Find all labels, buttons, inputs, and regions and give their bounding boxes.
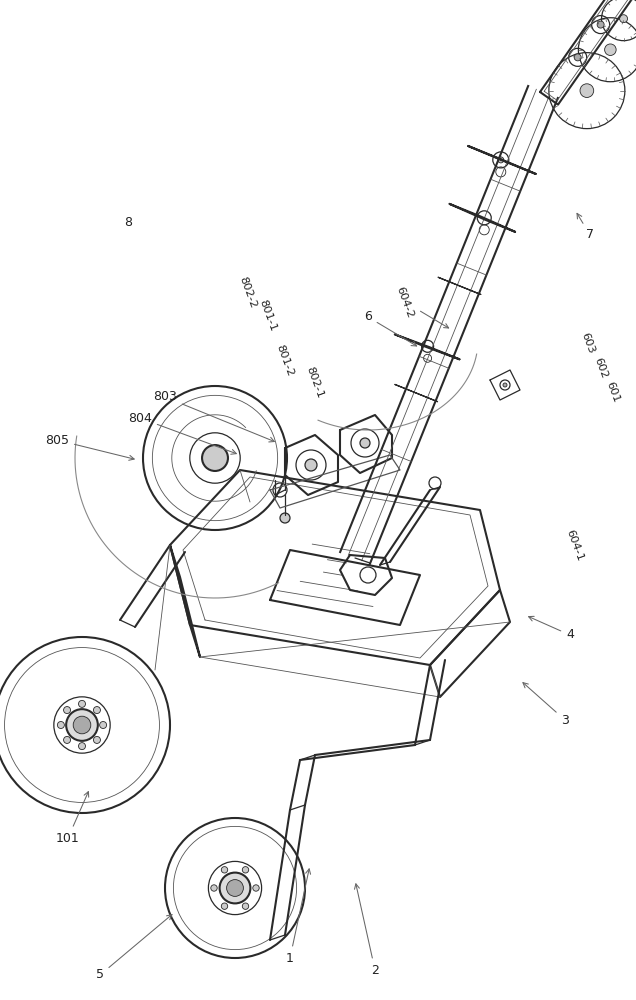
Text: 101: 101 xyxy=(56,792,88,844)
Text: 1: 1 xyxy=(286,869,310,964)
Circle shape xyxy=(360,438,370,448)
Text: 3: 3 xyxy=(523,683,569,726)
Circle shape xyxy=(221,867,228,873)
Circle shape xyxy=(252,885,259,891)
Circle shape xyxy=(78,700,85,707)
Circle shape xyxy=(597,21,604,28)
Circle shape xyxy=(64,707,71,714)
Circle shape xyxy=(242,903,249,909)
Circle shape xyxy=(57,722,64,728)
Circle shape xyxy=(305,459,317,471)
Text: 603: 603 xyxy=(579,331,597,355)
Text: 2: 2 xyxy=(354,884,379,976)
Circle shape xyxy=(574,54,581,61)
Text: 602: 602 xyxy=(593,356,609,380)
Circle shape xyxy=(64,736,71,743)
Circle shape xyxy=(580,84,593,97)
Circle shape xyxy=(202,445,228,471)
Text: 802-1: 802-1 xyxy=(305,365,326,399)
Text: 802-2: 802-2 xyxy=(238,275,258,309)
Circle shape xyxy=(605,44,616,55)
Text: 6: 6 xyxy=(364,310,417,346)
Text: 5: 5 xyxy=(96,915,172,982)
Text: 4: 4 xyxy=(529,616,574,642)
Circle shape xyxy=(211,885,218,891)
Circle shape xyxy=(219,873,251,903)
Circle shape xyxy=(93,736,100,743)
Text: 604-2: 604-2 xyxy=(395,285,448,328)
Circle shape xyxy=(242,867,249,873)
Circle shape xyxy=(503,383,507,387)
Text: 801-1: 801-1 xyxy=(258,299,279,333)
Circle shape xyxy=(73,716,91,734)
Circle shape xyxy=(498,157,504,163)
Text: 604-1: 604-1 xyxy=(565,528,585,562)
Circle shape xyxy=(93,707,100,714)
Circle shape xyxy=(221,903,228,909)
Circle shape xyxy=(78,743,85,750)
Text: 601: 601 xyxy=(605,380,621,404)
Text: 805: 805 xyxy=(45,434,134,460)
Circle shape xyxy=(66,709,98,741)
Circle shape xyxy=(619,15,628,23)
Circle shape xyxy=(280,513,290,523)
Text: 8: 8 xyxy=(124,216,132,229)
Text: 803: 803 xyxy=(153,390,274,442)
Text: 7: 7 xyxy=(577,213,594,241)
Text: 801-2: 801-2 xyxy=(275,343,295,377)
Circle shape xyxy=(100,722,107,728)
Text: 804: 804 xyxy=(128,412,237,454)
Circle shape xyxy=(226,880,244,896)
